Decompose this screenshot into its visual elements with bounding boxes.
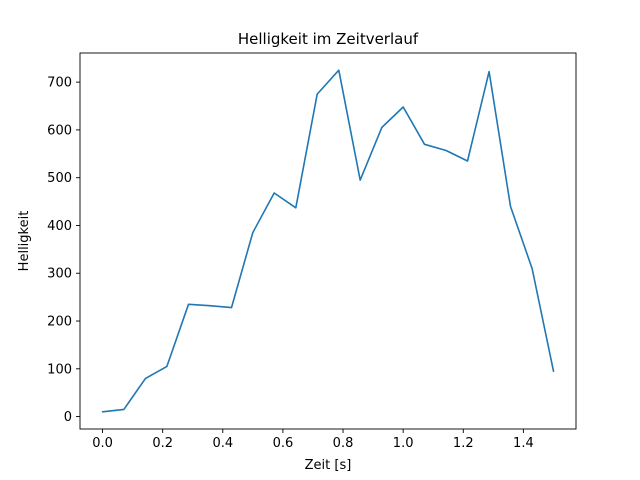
brightness-line	[101, 69, 555, 413]
y-tick-label: 700	[47, 76, 72, 91]
y-tick-label: 0	[64, 410, 72, 425]
x-tick-label: 0.6	[273, 436, 294, 451]
plot-border	[79, 52, 577, 430]
x-tick-label: 0.8	[333, 436, 354, 451]
y-axis-label: Helligkeit	[17, 211, 32, 272]
y-tick-label: 600	[47, 123, 72, 138]
x-tick-label: 0.2	[152, 436, 173, 451]
y-tick-label: 400	[47, 219, 72, 234]
x-axis-label: Zeit [s]	[305, 458, 352, 473]
chart-title: Helligkeit im Zeitverlauf	[238, 30, 419, 48]
x-tick-label: 1.0	[393, 436, 414, 451]
y-tick-label: 300	[47, 267, 72, 282]
y-tick-label: 100	[47, 362, 72, 377]
y-tick-label: 500	[47, 171, 72, 186]
x-tick-label: 0.0	[92, 436, 113, 451]
y-tick-label: 200	[47, 315, 72, 330]
tick-marks	[76, 81, 524, 433]
tick-labels: 0.0 0.2 0.4 0.6 0.8 1.0 1.2 1.4 0 100 200 300 400 500…	[47, 76, 534, 451]
x-tick-label: 1.4	[513, 436, 534, 451]
x-tick-label: 0.4	[212, 436, 233, 451]
x-tick-label: 1.2	[453, 436, 474, 451]
